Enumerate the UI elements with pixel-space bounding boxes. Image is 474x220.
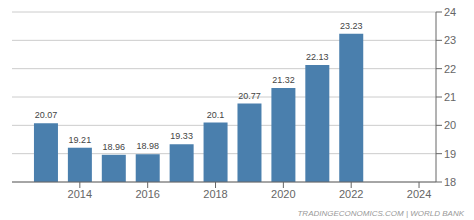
svg-text:20: 20: [444, 119, 456, 131]
svg-text:2024: 2024: [407, 188, 431, 200]
svg-text:22: 22: [444, 63, 456, 75]
svg-text:20.07: 20.07: [35, 110, 58, 120]
svg-text:2018: 2018: [203, 188, 227, 200]
svg-text:20.77: 20.77: [238, 91, 261, 101]
svg-text:18: 18: [444, 176, 456, 188]
svg-text:22.13: 22.13: [306, 52, 329, 62]
svg-text:19.21: 19.21: [69, 135, 92, 145]
svg-text:23.23: 23.23: [340, 21, 363, 31]
svg-text:2022: 2022: [339, 188, 363, 200]
html-text:TRADINGECONOMICS.COM | WORLD B: TRADINGECONOMICS.COM | WORLD BANK: [297, 209, 464, 218]
svg-text:19: 19: [444, 148, 456, 160]
svg-text:2020: 2020: [271, 188, 295, 200]
svg-text:20.1: 20.1: [207, 110, 225, 120]
svg-text:18.96: 18.96: [103, 142, 126, 152]
svg-text:21: 21: [444, 91, 456, 103]
svg-text:2016: 2016: [135, 188, 159, 200]
svg-text:19.33: 19.33: [170, 131, 193, 141]
svg-text:21.32: 21.32: [272, 75, 295, 85]
svg-text:18.98: 18.98: [136, 141, 159, 151]
svg-text:23: 23: [444, 34, 456, 46]
svg-text:2014: 2014: [68, 188, 92, 200]
svg-text:24: 24: [444, 6, 456, 18]
